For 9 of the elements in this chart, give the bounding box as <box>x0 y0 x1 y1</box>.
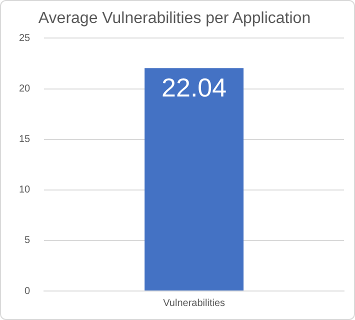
data-label: 22.04 <box>162 72 227 102</box>
chart-title: Average Vulnerabilities per Application <box>38 10 311 28</box>
y-tick-label: 25 <box>19 32 31 44</box>
y-tick-label: 5 <box>24 235 31 246</box>
y-tick-label: 15 <box>19 134 31 146</box>
y-tick-label: 10 <box>19 184 31 196</box>
x-tick-label: Vulnerabilities <box>163 298 226 309</box>
y-tick-label: 0 <box>24 286 31 297</box>
y-tick-label: 20 <box>19 84 31 95</box>
